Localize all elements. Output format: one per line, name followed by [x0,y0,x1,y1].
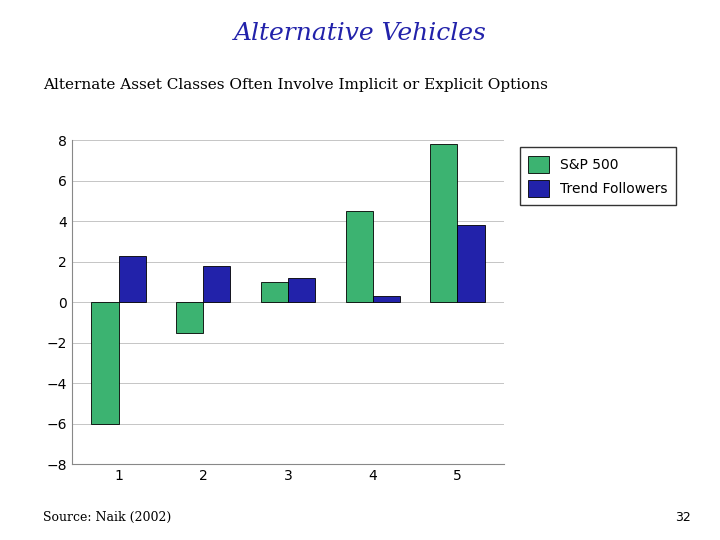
Bar [203,266,230,302]
Text: Alternate Asset Classes Often Involve Implicit or Explicit Options: Alternate Asset Classes Often Involve Im… [43,78,548,92]
Bar [457,226,485,302]
Bar [288,278,315,302]
Bar [346,211,373,302]
Bar [261,282,288,302]
Bar [91,302,119,424]
Bar [176,302,203,333]
Bar [431,144,457,302]
Bar [119,256,145,302]
Text: 32: 32 [675,511,691,524]
Bar [373,296,400,302]
Text: Source: Naik (2002): Source: Naik (2002) [43,511,171,524]
Legend: S&P 500, Trend Followers: S&P 500, Trend Followers [520,147,675,205]
Text: Alternative Vehicles: Alternative Vehicles [233,22,487,45]
